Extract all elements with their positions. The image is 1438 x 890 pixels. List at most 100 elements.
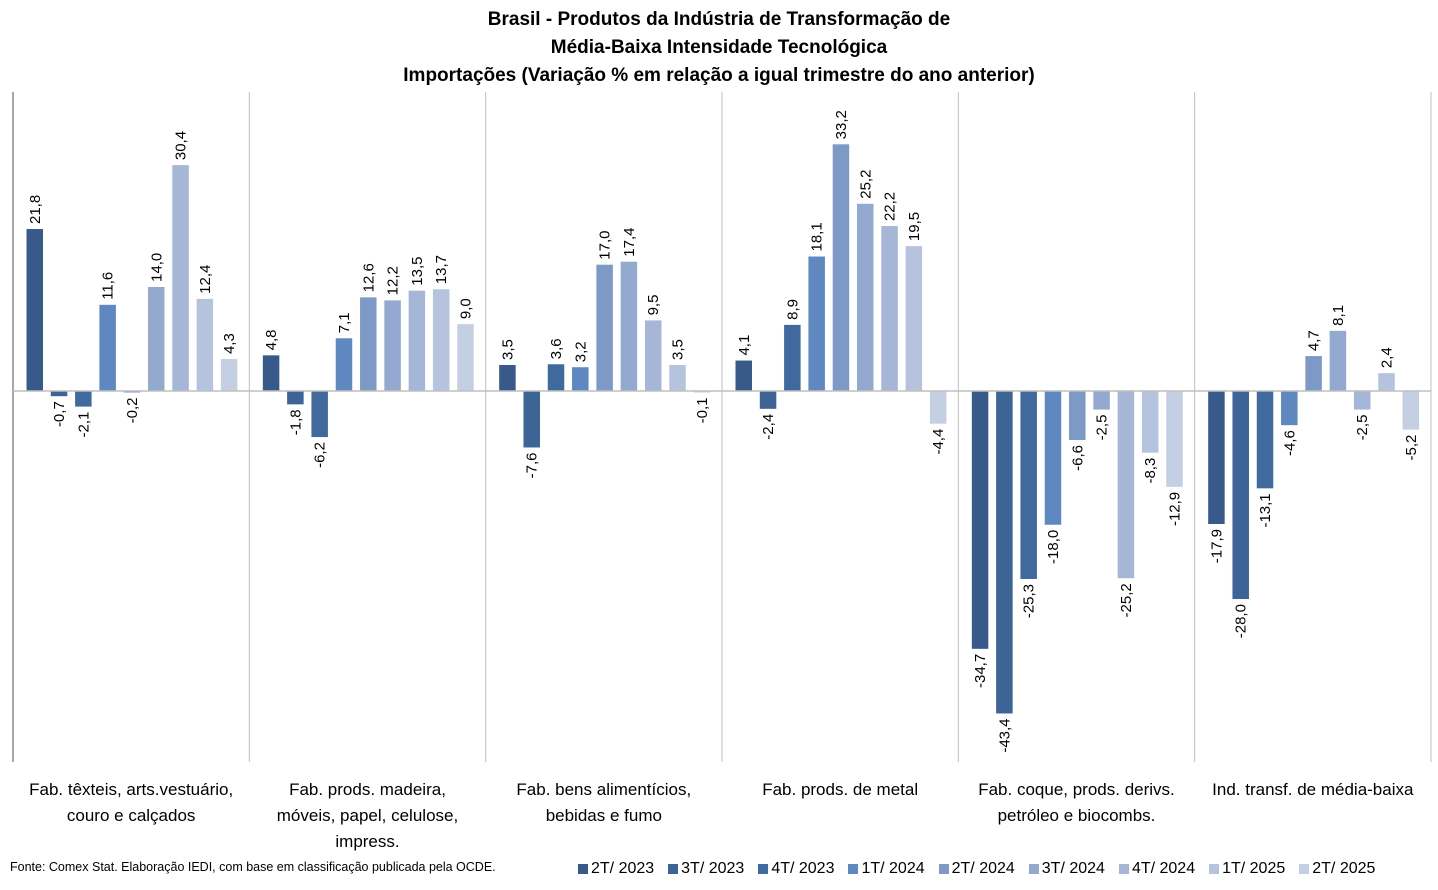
category-label-line: Fab. prods. de metal: [762, 780, 919, 799]
bar: [857, 203, 874, 391]
bar: [523, 391, 540, 448]
data-label: -5,2: [1403, 435, 1420, 461]
data-label: 22,2: [882, 192, 899, 221]
data-label: 13,5: [409, 256, 426, 285]
legend-item: 4T/ 2023: [758, 860, 834, 878]
data-label: 12,6: [360, 263, 377, 292]
data-label: 8,1: [1330, 305, 1347, 326]
bar: [1117, 391, 1135, 579]
legend-item: 3T/ 2023: [668, 860, 744, 878]
legend-swatch-icon: [1028, 864, 1039, 874]
data-label: 17,4: [621, 228, 638, 257]
bar: [360, 297, 377, 391]
data-label: -13,1: [1257, 493, 1274, 527]
bar: [620, 261, 638, 391]
data-label: 7,1: [336, 312, 353, 333]
data-label: 9,5: [645, 295, 662, 316]
data-label: -8,3: [1142, 458, 1159, 484]
data-label: -7,6: [524, 452, 541, 478]
bar: [1378, 373, 1395, 391]
data-label: 12,4: [197, 265, 214, 294]
legend-item: 2T/ 2025: [1299, 860, 1375, 878]
bar: [735, 360, 752, 391]
bar: [408, 290, 426, 391]
legend-swatch-icon: [668, 864, 679, 874]
data-label: -0,7: [51, 401, 68, 427]
data-label: 30,4: [173, 131, 190, 160]
chart-title-line-1: Brasil - Produtos da Indústria de Transf…: [487, 9, 951, 30]
bar: [172, 165, 189, 391]
legend-label: 1T/ 2025: [1222, 860, 1286, 877]
data-label: 12,2: [385, 266, 402, 295]
data-label: 3,5: [499, 339, 516, 360]
legend-swatch-icon: [758, 864, 769, 874]
category-label-line: impress.: [335, 832, 400, 851]
legend: 2T/ 2023 3T/ 2023 4T/ 2023 1T/ 2024 2T/ 2024…: [578, 860, 1389, 878]
data-label: -12,9: [1166, 492, 1183, 526]
legend-label: 3T/ 2023: [681, 860, 745, 877]
legend-item: 2T/ 2023: [578, 860, 654, 878]
data-label: 9,0: [457, 298, 474, 319]
legend-label: 2T/ 2023: [591, 860, 655, 877]
data-label: 3,6: [548, 338, 565, 359]
bar: [929, 391, 947, 424]
bar: [1329, 330, 1347, 391]
data-label: -34,7: [972, 654, 989, 688]
bar: [832, 144, 850, 391]
legend-label: 1T/ 2024: [861, 860, 925, 877]
legend-item: 1T/ 2025: [1209, 860, 1285, 878]
bar: [148, 286, 165, 391]
data-label: -43,4: [996, 718, 1013, 752]
data-label: 4,8: [263, 329, 280, 350]
category-label: Fab. bens alimentícios, bebidas e fumo: [480, 777, 728, 829]
legend-item: 4T/ 2024: [1118, 860, 1195, 878]
data-label: 8,9: [784, 299, 801, 320]
data-label: -1,8: [287, 409, 304, 435]
data-label: -2,5: [1354, 415, 1371, 441]
bar: [1305, 356, 1322, 391]
category-label-line: petróleo e biocombs.: [997, 806, 1156, 825]
bar: [1208, 391, 1225, 524]
data-label: 2,4: [1379, 347, 1396, 368]
bar: [50, 391, 68, 397]
data-label: -2,4: [760, 414, 777, 440]
chart-title-line-2: Média-Baixa Intensidade Tecnológica: [550, 37, 888, 58]
category-label: Fab. coque, prods. derivs. petróleo e bio…: [952, 777, 1200, 829]
data-label: -6,6: [1069, 445, 1086, 471]
bar: [384, 300, 401, 391]
category-label-line: Fab. bens alimentícios,: [516, 780, 692, 799]
bar: [1020, 391, 1037, 579]
bar: [262, 355, 280, 391]
category-label: Fab. têxteis, arts.vestuário, couro e cal…: [7, 777, 255, 829]
category-label: Ind. transf. de média-baixa: [1189, 777, 1437, 803]
bar: [1069, 391, 1086, 441]
data-label: -25,3: [1021, 584, 1038, 618]
legend-swatch-icon: [578, 864, 588, 874]
bar: [905, 246, 923, 391]
legend-swatch-icon: [1118, 864, 1129, 874]
data-label: 3,2: [572, 341, 589, 362]
legend-label: 3T/ 2024: [1041, 860, 1105, 877]
legend-item: 1T/ 2024: [848, 860, 925, 878]
bar: [996, 391, 1013, 714]
bar: [1232, 391, 1249, 600]
legend-item: 3T/ 2024: [1028, 860, 1105, 878]
legend-item: 2T/ 2024: [938, 860, 1015, 878]
chart-title: Brasil - Produtos da Indústria de Transf…: [0, 6, 1438, 90]
data-label: -0,1: [694, 398, 711, 424]
bar: [220, 359, 238, 391]
data-label: -0,2: [124, 398, 141, 424]
bar: [971, 391, 989, 649]
data-label: -6,2: [312, 442, 329, 468]
data-label: -4,4: [930, 429, 947, 455]
bar: [808, 256, 825, 391]
legend-swatch-icon: [848, 864, 859, 874]
bar: [759, 391, 777, 409]
bar: [644, 320, 662, 391]
data-label: 18,1: [809, 222, 826, 251]
category-label-line: móveis, papel, celulose,: [276, 806, 459, 825]
category-label-line: couro e calçados: [66, 806, 196, 825]
category-label-line: bebidas e fumo: [545, 806, 662, 825]
source-note: Fonte: Comex Stat. Elaboração IEDI, com …: [10, 860, 496, 874]
